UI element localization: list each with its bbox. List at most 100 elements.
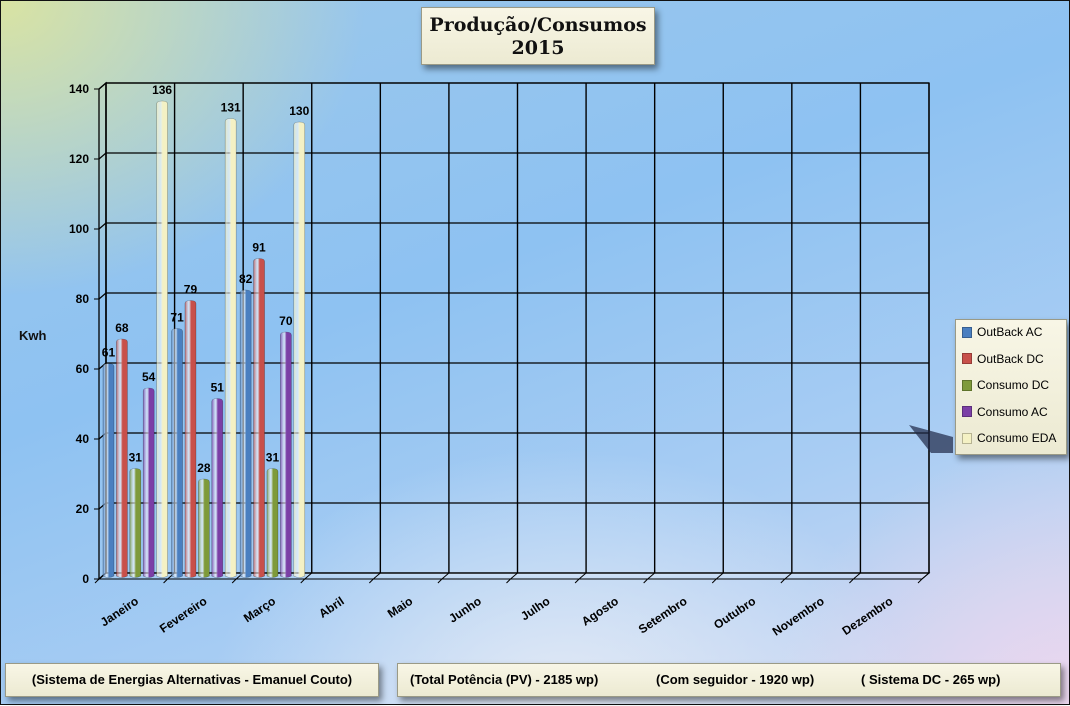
x-tick-label: Junho [446,594,484,626]
x-tick-label: Novembro [770,594,827,639]
y-tick-label: 0 [82,572,89,586]
data-label: 136 [152,83,172,97]
x-tick-label: Setembro [636,594,690,637]
data-label: 54 [142,370,156,384]
legend-item: OutBack DC [962,351,1044,367]
bar-outback-ac [171,328,183,578]
x-tick-label: Fevereiro [157,594,210,636]
legend: OutBack AC OutBack DC Consumo DC Consumo AC… [955,319,1067,455]
floor-divider [715,572,724,580]
data-label: 61 [102,346,116,360]
x-tick-label: Julho [518,594,552,624]
legend-swatch [962,326,972,338]
x-tick [574,578,580,584]
floor-divider [373,572,381,580]
footer-total-power: (Total Potência (PV) - 2185 wp) [410,672,599,687]
floor-divider [578,572,587,580]
bar-consumo-dc [266,468,279,578]
x-tick [163,578,168,584]
legend-item: Consumo AC [962,404,1048,420]
gridline-h-side [98,152,107,160]
y-axis-label: Kwh [19,328,47,343]
x-tick [849,578,854,584]
y-tick-label: 40 [76,432,90,446]
x-tick [711,578,717,584]
x-tick-label: Maio [385,594,415,621]
x-tick [437,578,443,584]
x-tick-label: Março [241,594,278,625]
legend-swatch [962,353,972,364]
x-tick-label: Abril [316,594,346,621]
bar-consumo-eda [156,100,168,578]
x-tick-label: Janeiro [98,594,141,629]
data-label: 68 [115,321,129,335]
x-tick [780,578,786,584]
y-tick-label: 100 [69,222,89,236]
bar-outback-ac [102,363,115,578]
bar-consumo-ac [142,387,155,578]
data-label: 51 [211,381,225,395]
bar-outback-ac [239,289,252,578]
data-label: 31 [129,451,143,465]
footer-dc-system: ( Sistema DC - 265 wp) [861,672,1001,687]
floor-divider [510,572,518,580]
legend-swatch [962,406,972,417]
bar-consumo-dc [129,468,142,578]
footer-tracker-power: (Com seguidor - 1920 wp) [656,672,815,687]
floor-divider [853,572,861,580]
legend-swatch [962,379,972,391]
x-tick-label: Agosto [579,594,621,629]
x-tick [300,578,306,584]
legend-label: OutBack AC [977,325,1043,339]
floor-divider [921,572,930,580]
legend-swatch [962,432,972,444]
bar-outback-dc [253,258,265,578]
legend-label: OutBack DC [977,351,1044,366]
floor-divider [304,572,313,580]
legend-item: Consumo EDA [962,430,1056,446]
gridline-h-side [98,292,107,300]
bar-outback-dc [116,338,128,578]
data-label: 131 [221,101,241,115]
data-label: 130 [289,104,309,118]
x-tick [506,578,511,584]
footer-system-name: (Sistema de Energias Alternativas - Eman… [5,663,379,697]
bar-outback-dc [184,300,197,578]
legend-label: Consumo AC [977,404,1048,419]
floor-divider [441,572,450,580]
legend-shadow [909,425,953,453]
y-tick-label: 60 [76,362,90,376]
legend-item: OutBack AC [962,324,1042,340]
gridline-h-side [98,222,107,230]
chart-title-line2: 2015 [511,37,565,59]
data-label: 71 [170,311,184,325]
y-tick-label: 20 [76,502,90,516]
x-tick-label: Dezembro [839,594,895,638]
floor-divider [784,572,793,580]
x-tick-label: Outubro [711,594,758,632]
chart-title-line1: Produção/Consumos [429,14,647,36]
y-tick-label: 140 [69,82,89,96]
x-tick [368,578,374,584]
bar-consumo-eda [224,118,237,578]
x-tick [94,578,100,584]
data-label: 31 [266,451,280,465]
gridline-h-side [98,362,107,370]
x-tick [917,578,923,584]
y-tick-label: 120 [69,152,89,166]
y-tick-label: 80 [76,292,90,306]
legend-label: Consumo DC [977,378,1050,392]
bar-consumo-ac [211,398,224,578]
x-tick [231,578,237,584]
x-tick [643,578,649,584]
legend-label: Consumo EDA [977,431,1057,445]
floor-divider [647,572,655,580]
bar-consumo-ac [280,331,292,578]
chart-title: Produção/Consumos 2015 [421,7,655,65]
bar-consumo-dc [198,478,210,578]
bar-consumo-eda [293,121,306,578]
data-label: 91 [252,241,266,255]
data-label: 28 [197,461,211,475]
